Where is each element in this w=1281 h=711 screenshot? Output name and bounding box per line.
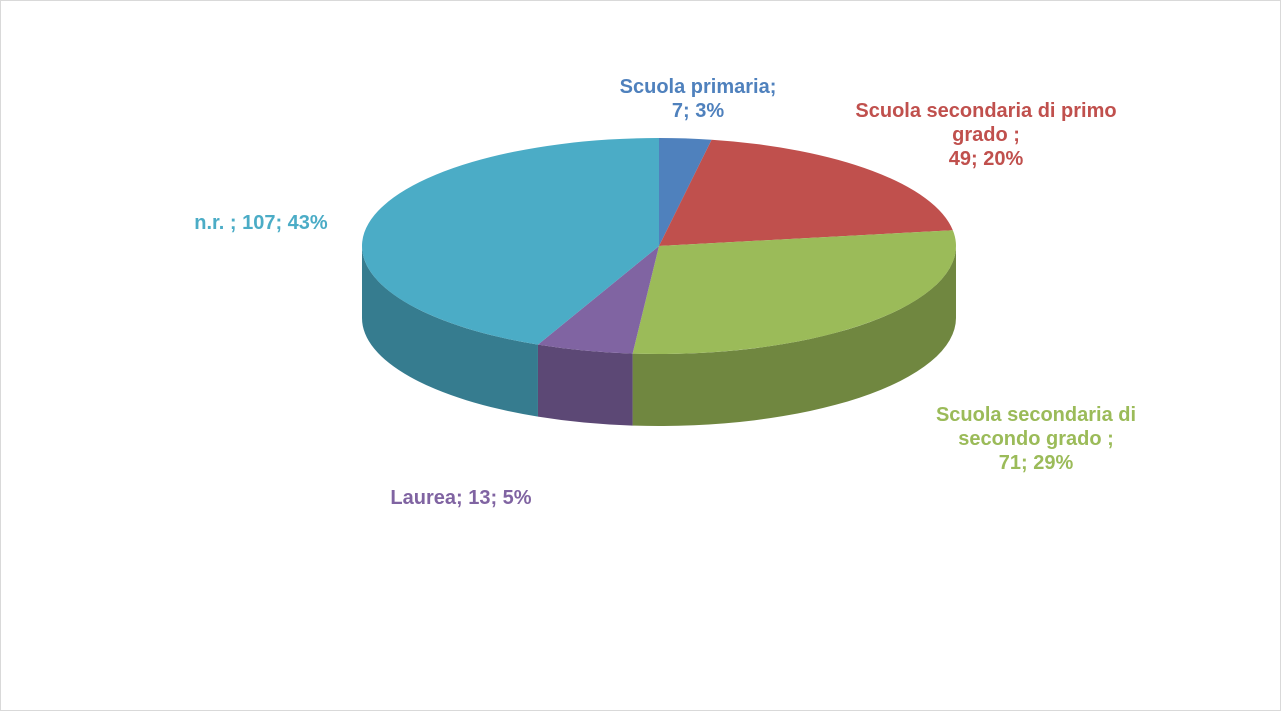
slice-side — [537, 344, 633, 426]
label-value: 7; 3% — [671, 100, 725, 122]
data-label: Scuola secondaria di primo grado ; 49; 20… — [846, 99, 1126, 171]
slice — [659, 139, 953, 246]
label-category: Scuola secondaria di secondo grado ; — [935, 404, 1137, 450]
slice — [632, 230, 956, 354]
slice — [361, 138, 659, 345]
label-value: 71; 29% — [998, 452, 1074, 474]
slice-side — [632, 246, 956, 427]
data-label: Scuola primaria; 7; 3% — [613, 75, 783, 123]
slice-side — [362, 246, 538, 417]
label-category: Scuola secondaria di primo grado ; — [855, 100, 1117, 146]
label-category: n.r. ; — [194, 212, 237, 234]
label-value: 13; 5% — [468, 487, 532, 509]
data-label: n.r. ; 107; 43% — [141, 211, 381, 235]
label-category: Laurea; — [390, 487, 463, 509]
slice — [659, 138, 712, 246]
label-value: 107; 43% — [242, 212, 328, 234]
label-value: 49; 20% — [948, 148, 1024, 170]
data-label: Scuola secondaria di secondo grado ; 71; … — [896, 403, 1176, 475]
label-category: Scuola primaria; — [619, 76, 777, 98]
data-label: Laurea; 13; 5% — [341, 486, 581, 510]
slice — [537, 246, 659, 354]
